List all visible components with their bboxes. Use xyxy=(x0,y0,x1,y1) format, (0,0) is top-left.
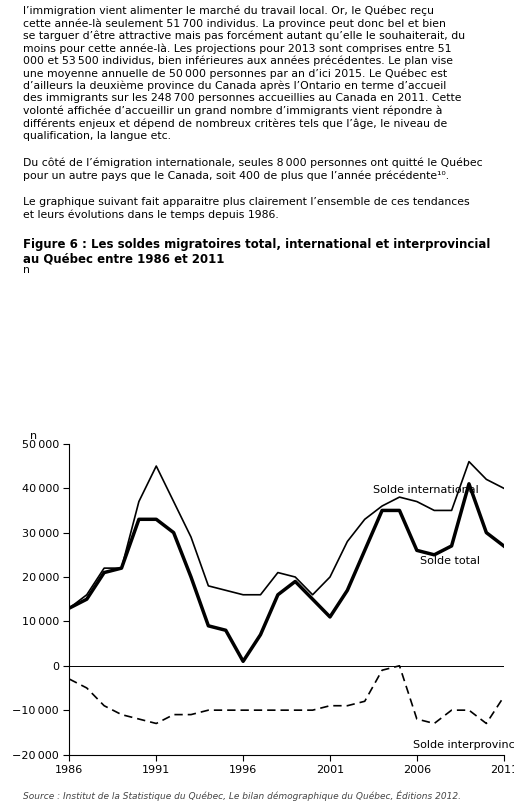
Text: pour un autre pays que le Canada, soit 400 de plus que l’année précédente¹⁰.: pour un autre pays que le Canada, soit 4… xyxy=(23,170,449,181)
Text: Solde total: Solde total xyxy=(420,556,480,566)
Text: différents enjeux et dépend de nombreux critères tels que l’âge, le niveau de: différents enjeux et dépend de nombreux … xyxy=(23,118,447,129)
Text: et leurs évolutions dans le temps depuis 1986.: et leurs évolutions dans le temps depuis… xyxy=(23,210,279,220)
Text: qualification, la langue etc.: qualification, la langue etc. xyxy=(23,131,171,140)
Text: au Québec entre 1986 et 2011: au Québec entre 1986 et 2011 xyxy=(23,253,225,266)
Text: Source : Institut de la Statistique du Québec, Le bilan démographique du Québec,: Source : Institut de la Statistique du Q… xyxy=(23,790,461,801)
Text: Le graphique suivant fait apparaitre plus clairement l’ensemble de ces tendances: Le graphique suivant fait apparaitre plu… xyxy=(23,197,470,207)
Text: n: n xyxy=(23,266,30,275)
Text: une moyenne annuelle de 50 000 personnes par an d’ici 2015. Le Québec est: une moyenne annuelle de 50 000 personnes… xyxy=(23,68,447,79)
Text: l’immigration vient alimenter le marché du travail local. Or, le Québec reçu: l’immigration vient alimenter le marché … xyxy=(23,6,434,16)
Text: Solde international: Solde international xyxy=(374,485,479,495)
Text: Du côté de l’émigration internationale, seules 8 000 personnes ont quitté le Qué: Du côté de l’émigration internationale, … xyxy=(23,157,483,169)
Text: 000 et 53 500 individus, bien inférieures aux années précédentes. Le plan vise: 000 et 53 500 individus, bien inférieure… xyxy=(23,56,453,66)
Text: cette année-là seulement 51 700 individus. La province peut donc bel et bien: cette année-là seulement 51 700 individu… xyxy=(23,19,446,29)
Text: moins pour cette année-là. Les projections pour 2013 sont comprises entre 51: moins pour cette année-là. Les projectio… xyxy=(23,43,454,54)
Text: des immigrants sur les 248 700 personnes accueillies au Canada en 2011. Cette: des immigrants sur les 248 700 personnes… xyxy=(23,93,462,103)
Text: se targuer d’être attractive mais pas forcément autant qu’elle le souhaiterait, : se targuer d’être attractive mais pas fo… xyxy=(23,31,465,41)
Text: Figure 6 : Les soldes migratoires total, international et interprovincial: Figure 6 : Les soldes migratoires total,… xyxy=(23,238,490,251)
Text: d’ailleurs la deuxième province du Canada après l’Ontario en terme d’accueil: d’ailleurs la deuxième province du Canad… xyxy=(23,81,446,91)
Text: volonté affichée d’accueillir un grand nombre d’immigrants vient répondre à: volonté affichée d’accueillir un grand n… xyxy=(23,106,443,116)
Text: Solde interprovincial: Solde interprovincial xyxy=(413,740,514,751)
Text: n: n xyxy=(30,432,38,441)
